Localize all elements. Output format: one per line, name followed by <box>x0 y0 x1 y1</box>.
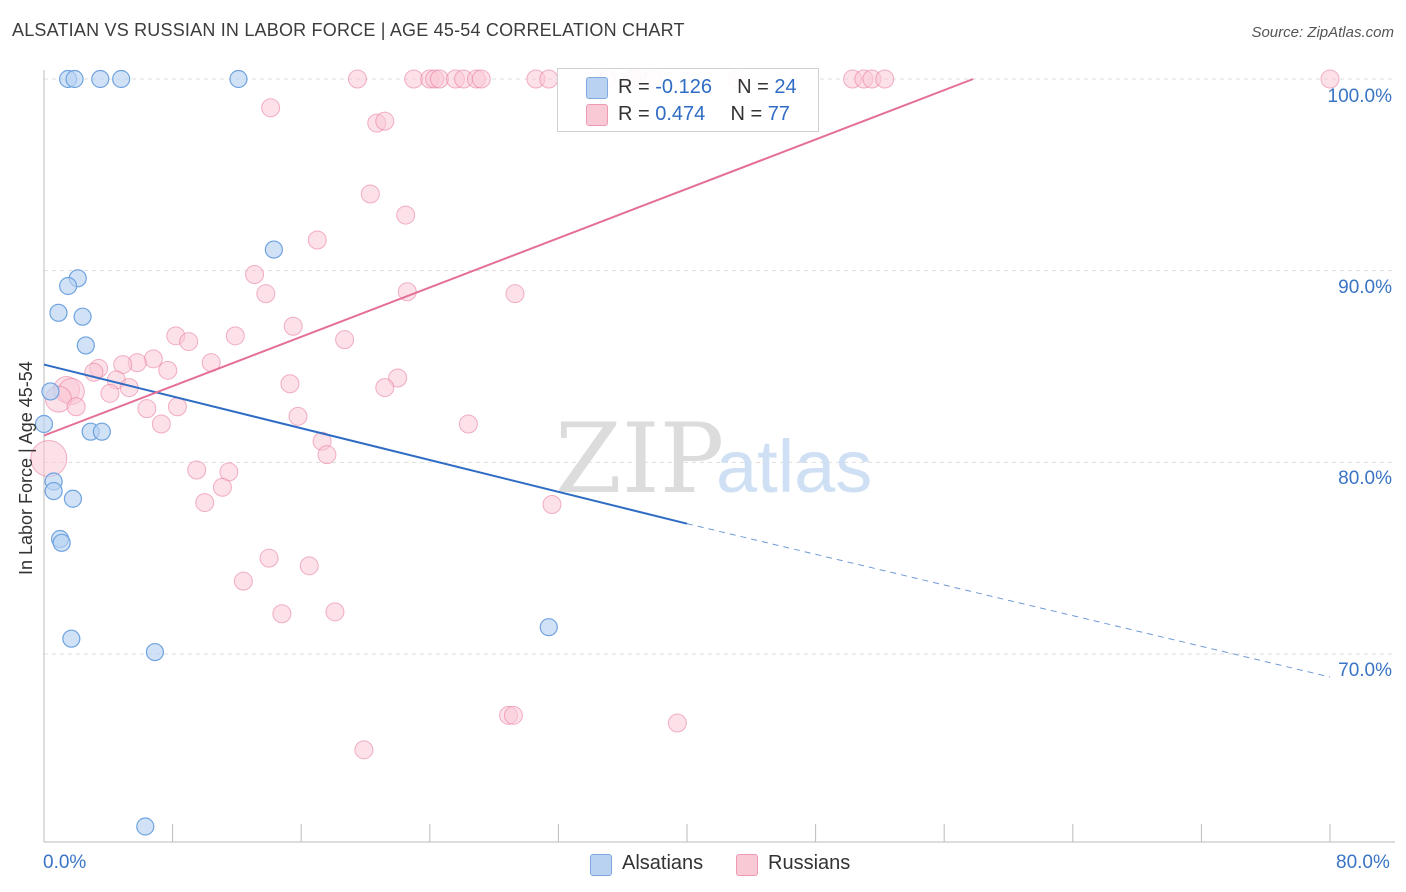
russian-point <box>875 69 895 89</box>
alsatian-point <box>41 382 60 401</box>
r-value: 0.474 <box>655 103 706 125</box>
russian-point <box>187 460 207 480</box>
russian-point <box>429 69 449 89</box>
legend-label-russians: Russians <box>768 852 851 874</box>
russian-point <box>233 571 253 591</box>
watermark-zip: ZIP <box>555 403 724 515</box>
chart-title: ALSATIAN VS RUSSIAN IN LABOR FORCE | AGE… <box>12 20 685 40</box>
alsatian-point <box>229 69 248 89</box>
russian-point <box>317 445 337 465</box>
russian-point <box>360 184 380 204</box>
russian-point <box>325 602 345 622</box>
russian-point <box>245 265 265 284</box>
russian-point <box>1320 69 1340 89</box>
y-tick-label: 100.0% <box>1327 86 1392 107</box>
alsatian-point <box>63 489 83 508</box>
russian-point <box>212 477 232 497</box>
alsatian-trendline <box>43 363 688 525</box>
russian-point <box>272 604 292 624</box>
alsatian-trendline-extension <box>686 523 1331 678</box>
watermark-atlas: atlas <box>716 425 872 508</box>
russian-point <box>288 406 308 426</box>
russian-point <box>299 556 319 576</box>
alsatian-point <box>49 303 68 322</box>
r-label: R = <box>618 103 650 125</box>
russian-point <box>280 374 300 394</box>
alsatian-point <box>34 414 54 434</box>
alsatian-point <box>264 240 283 259</box>
r-value: -0.126 <box>655 76 712 98</box>
russian-point <box>396 205 416 225</box>
russian-point <box>167 397 187 417</box>
russian-trendline <box>43 78 974 437</box>
series-alsatians <box>34 69 558 836</box>
r-label: R = <box>618 76 650 98</box>
russian-point <box>335 330 355 350</box>
alsatian-point <box>44 481 63 501</box>
n-label: N = <box>737 76 769 98</box>
alsatian-point <box>52 533 71 552</box>
series-russians <box>30 69 1340 760</box>
russian-point <box>151 414 171 434</box>
legend-swatch-alsatians <box>586 77 608 99</box>
legend-label-alsatians: Alsatians <box>622 852 704 874</box>
legend-row-alsatians: R = -0.126 N = 24 <box>618 76 797 99</box>
alsatian-point <box>65 69 84 89</box>
russian-point <box>256 284 276 304</box>
x-tick-label: 80.0% <box>1336 852 1390 873</box>
alsatian-point <box>112 69 131 89</box>
russian-point <box>137 399 157 419</box>
russian-point <box>354 740 374 760</box>
russian-point <box>259 548 279 568</box>
swatch-alsatians <box>590 854 612 876</box>
russian-point <box>283 316 303 336</box>
russian-point <box>225 326 245 346</box>
alsatian-point <box>76 336 95 355</box>
alsatian-point <box>59 276 78 296</box>
russian-point <box>458 414 478 434</box>
source-credit: Source: ZipAtlas.com <box>1251 24 1394 41</box>
alsatian-point <box>62 629 81 648</box>
legend-swatch-russians <box>586 104 608 126</box>
alsatian-point <box>73 307 92 326</box>
russian-point <box>503 705 523 725</box>
y-axis-label: In Labor Force | Age 45-54 <box>16 361 36 575</box>
x-tick-label: 0.0% <box>43 852 87 873</box>
alsatian-point <box>145 642 165 662</box>
russian-point <box>388 368 408 388</box>
n-value: 77 <box>767 103 790 125</box>
gridlines <box>44 78 1395 655</box>
russian-point <box>347 69 367 89</box>
y-tick-label: 70.0% <box>1338 660 1392 681</box>
alsatian-point <box>92 422 111 441</box>
russian-point <box>404 69 424 89</box>
y-tick-label: 90.0% <box>1338 277 1392 298</box>
trend-lines <box>43 78 1331 678</box>
alsatian-point <box>539 618 558 637</box>
legend-row-russians: R = 0.474 N = 77 <box>618 103 790 126</box>
russian-point <box>158 360 178 380</box>
n-label: N = <box>730 103 763 125</box>
russian-point <box>100 383 120 403</box>
russian-point <box>143 349 163 369</box>
alsatian-point <box>136 817 155 836</box>
russian-point <box>195 493 215 513</box>
russian-point <box>471 69 491 89</box>
y-tick-label: 80.0% <box>1338 468 1392 489</box>
correlation-legend: R = -0.126 N = 24 R = 0.474 N = 77 <box>557 68 819 132</box>
russian-point <box>542 495 562 514</box>
russian-point <box>261 98 281 118</box>
russian-point <box>505 284 525 304</box>
russian-point <box>667 713 687 733</box>
russian-point <box>307 230 327 250</box>
alsatian-point <box>91 69 110 89</box>
russian-point <box>179 332 199 352</box>
russian-point <box>66 397 86 417</box>
swatch-russians <box>736 854 758 876</box>
russian-point <box>539 69 559 89</box>
russian-point <box>375 378 395 398</box>
russian-point <box>375 111 395 131</box>
n-value: 24 <box>774 76 797 98</box>
